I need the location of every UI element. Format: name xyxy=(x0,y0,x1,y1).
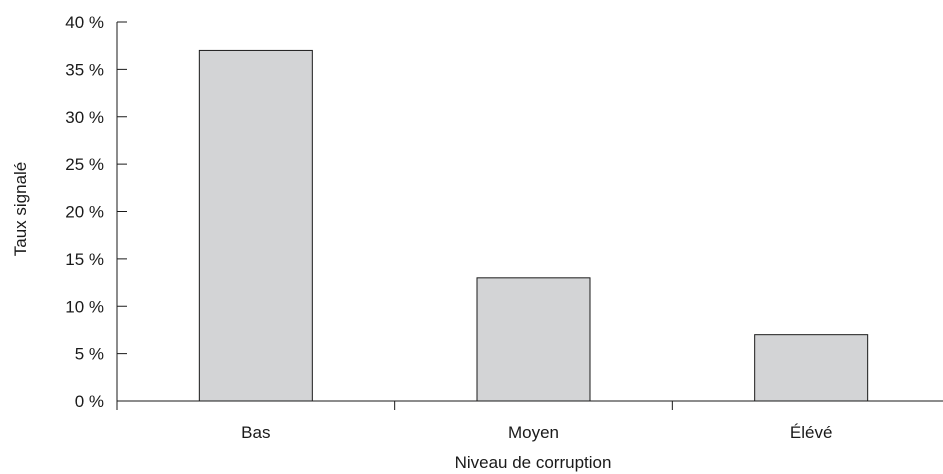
bars xyxy=(198,49,869,402)
x-tick-label: Élévé xyxy=(790,423,833,442)
y-axis: 0 % 5 % 10 % 15 % 20 % 25 % 30 % 35 % 40 % xyxy=(65,13,127,411)
y-tick-label: 35 % xyxy=(65,60,104,79)
bar-3 xyxy=(754,334,869,402)
bar-1 xyxy=(198,49,313,402)
y-tick-label: 10 % xyxy=(65,297,104,316)
y-tick-label: 30 % xyxy=(65,108,104,127)
y-tick-label: 40 % xyxy=(65,13,104,32)
x-axis-title: Niveau de corruption xyxy=(455,453,612,472)
y-tick-label: 15 % xyxy=(65,250,104,269)
x-tick-label: Moyen xyxy=(508,423,559,442)
x-tick-label: Bas xyxy=(241,423,270,442)
y-tick-label: 25 % xyxy=(65,155,104,174)
bar-2 xyxy=(476,277,591,402)
y-tick-label: 0 % xyxy=(75,392,104,411)
y-tick-label: 5 % xyxy=(75,345,104,364)
x-axis: Bas Moyen Élévé xyxy=(116,400,943,442)
y-tick-label: 20 % xyxy=(65,203,104,222)
y-axis-title: Taux signalé xyxy=(11,162,30,257)
